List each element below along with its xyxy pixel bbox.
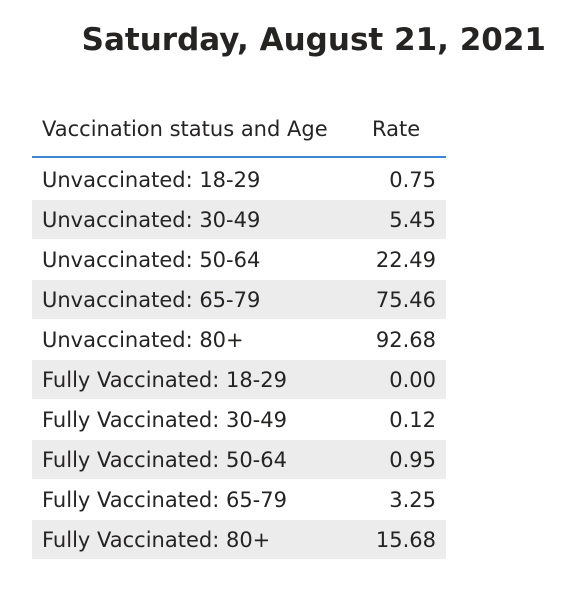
table-body: Unvaccinated: 18-29 0.75 Unvaccinated: 3… <box>32 158 446 560</box>
rate-cell: 15.68 <box>375 527 436 552</box>
status-cell: Fully Vaccinated: 30-49 <box>42 407 287 432</box>
table-row[interactable]: Fully Vaccinated: 80+ 15.68 <box>32 520 446 560</box>
rate-table: Vaccination status and Age Rate Unvaccin… <box>32 104 446 560</box>
rate-cell: 0.12 <box>389 407 436 432</box>
rate-cell: 0.00 <box>389 367 436 392</box>
table-row[interactable]: Fully Vaccinated: 50-64 0.95 <box>32 440 446 480</box>
column-header-rate[interactable]: Rate <box>372 117 421 141</box>
table-row[interactable]: Unvaccinated: 18-29 0.75 <box>32 160 446 200</box>
status-cell: Unvaccinated: 18-29 <box>42 167 261 192</box>
table-row[interactable]: Unvaccinated: 30-49 5.45 <box>32 200 446 240</box>
table-row[interactable]: Unvaccinated: 50-64 22.49 <box>32 240 446 280</box>
table-row[interactable]: Unvaccinated: 80+ 92.68 <box>32 320 446 360</box>
status-cell: Unvaccinated: 30-49 <box>42 207 261 232</box>
rate-cell: 5.45 <box>389 207 436 232</box>
rate-cell: 0.95 <box>389 447 436 472</box>
table-row[interactable]: Fully Vaccinated: 30-49 0.12 <box>32 400 446 440</box>
table-row[interactable]: Fully Vaccinated: 18-29 0.00 <box>32 360 446 400</box>
rate-cell: 75.46 <box>375 287 436 312</box>
table-row[interactable]: Fully Vaccinated: 65-79 3.25 <box>32 480 446 520</box>
status-cell: Unvaccinated: 80+ <box>42 327 244 352</box>
rate-cell: 92.68 <box>375 327 436 352</box>
status-cell: Unvaccinated: 50-64 <box>42 247 261 272</box>
rate-cell: 0.75 <box>389 167 436 192</box>
column-header-status[interactable]: Vaccination status and Age <box>42 117 328 141</box>
status-cell: Fully Vaccinated: 80+ <box>42 527 271 552</box>
table-header: Vaccination status and Age Rate <box>32 104 446 158</box>
table-row[interactable]: Unvaccinated: 65-79 75.46 <box>32 280 446 320</box>
status-cell: Unvaccinated: 65-79 <box>42 287 261 312</box>
rate-cell: 3.25 <box>389 487 436 512</box>
status-cell: Fully Vaccinated: 50-64 <box>42 447 287 472</box>
rate-cell: 22.49 <box>375 247 436 272</box>
status-cell: Fully Vaccinated: 18-29 <box>42 367 287 392</box>
status-cell: Fully Vaccinated: 65-79 <box>42 487 287 512</box>
page-title: Saturday, August 21, 2021 <box>81 22 546 58</box>
